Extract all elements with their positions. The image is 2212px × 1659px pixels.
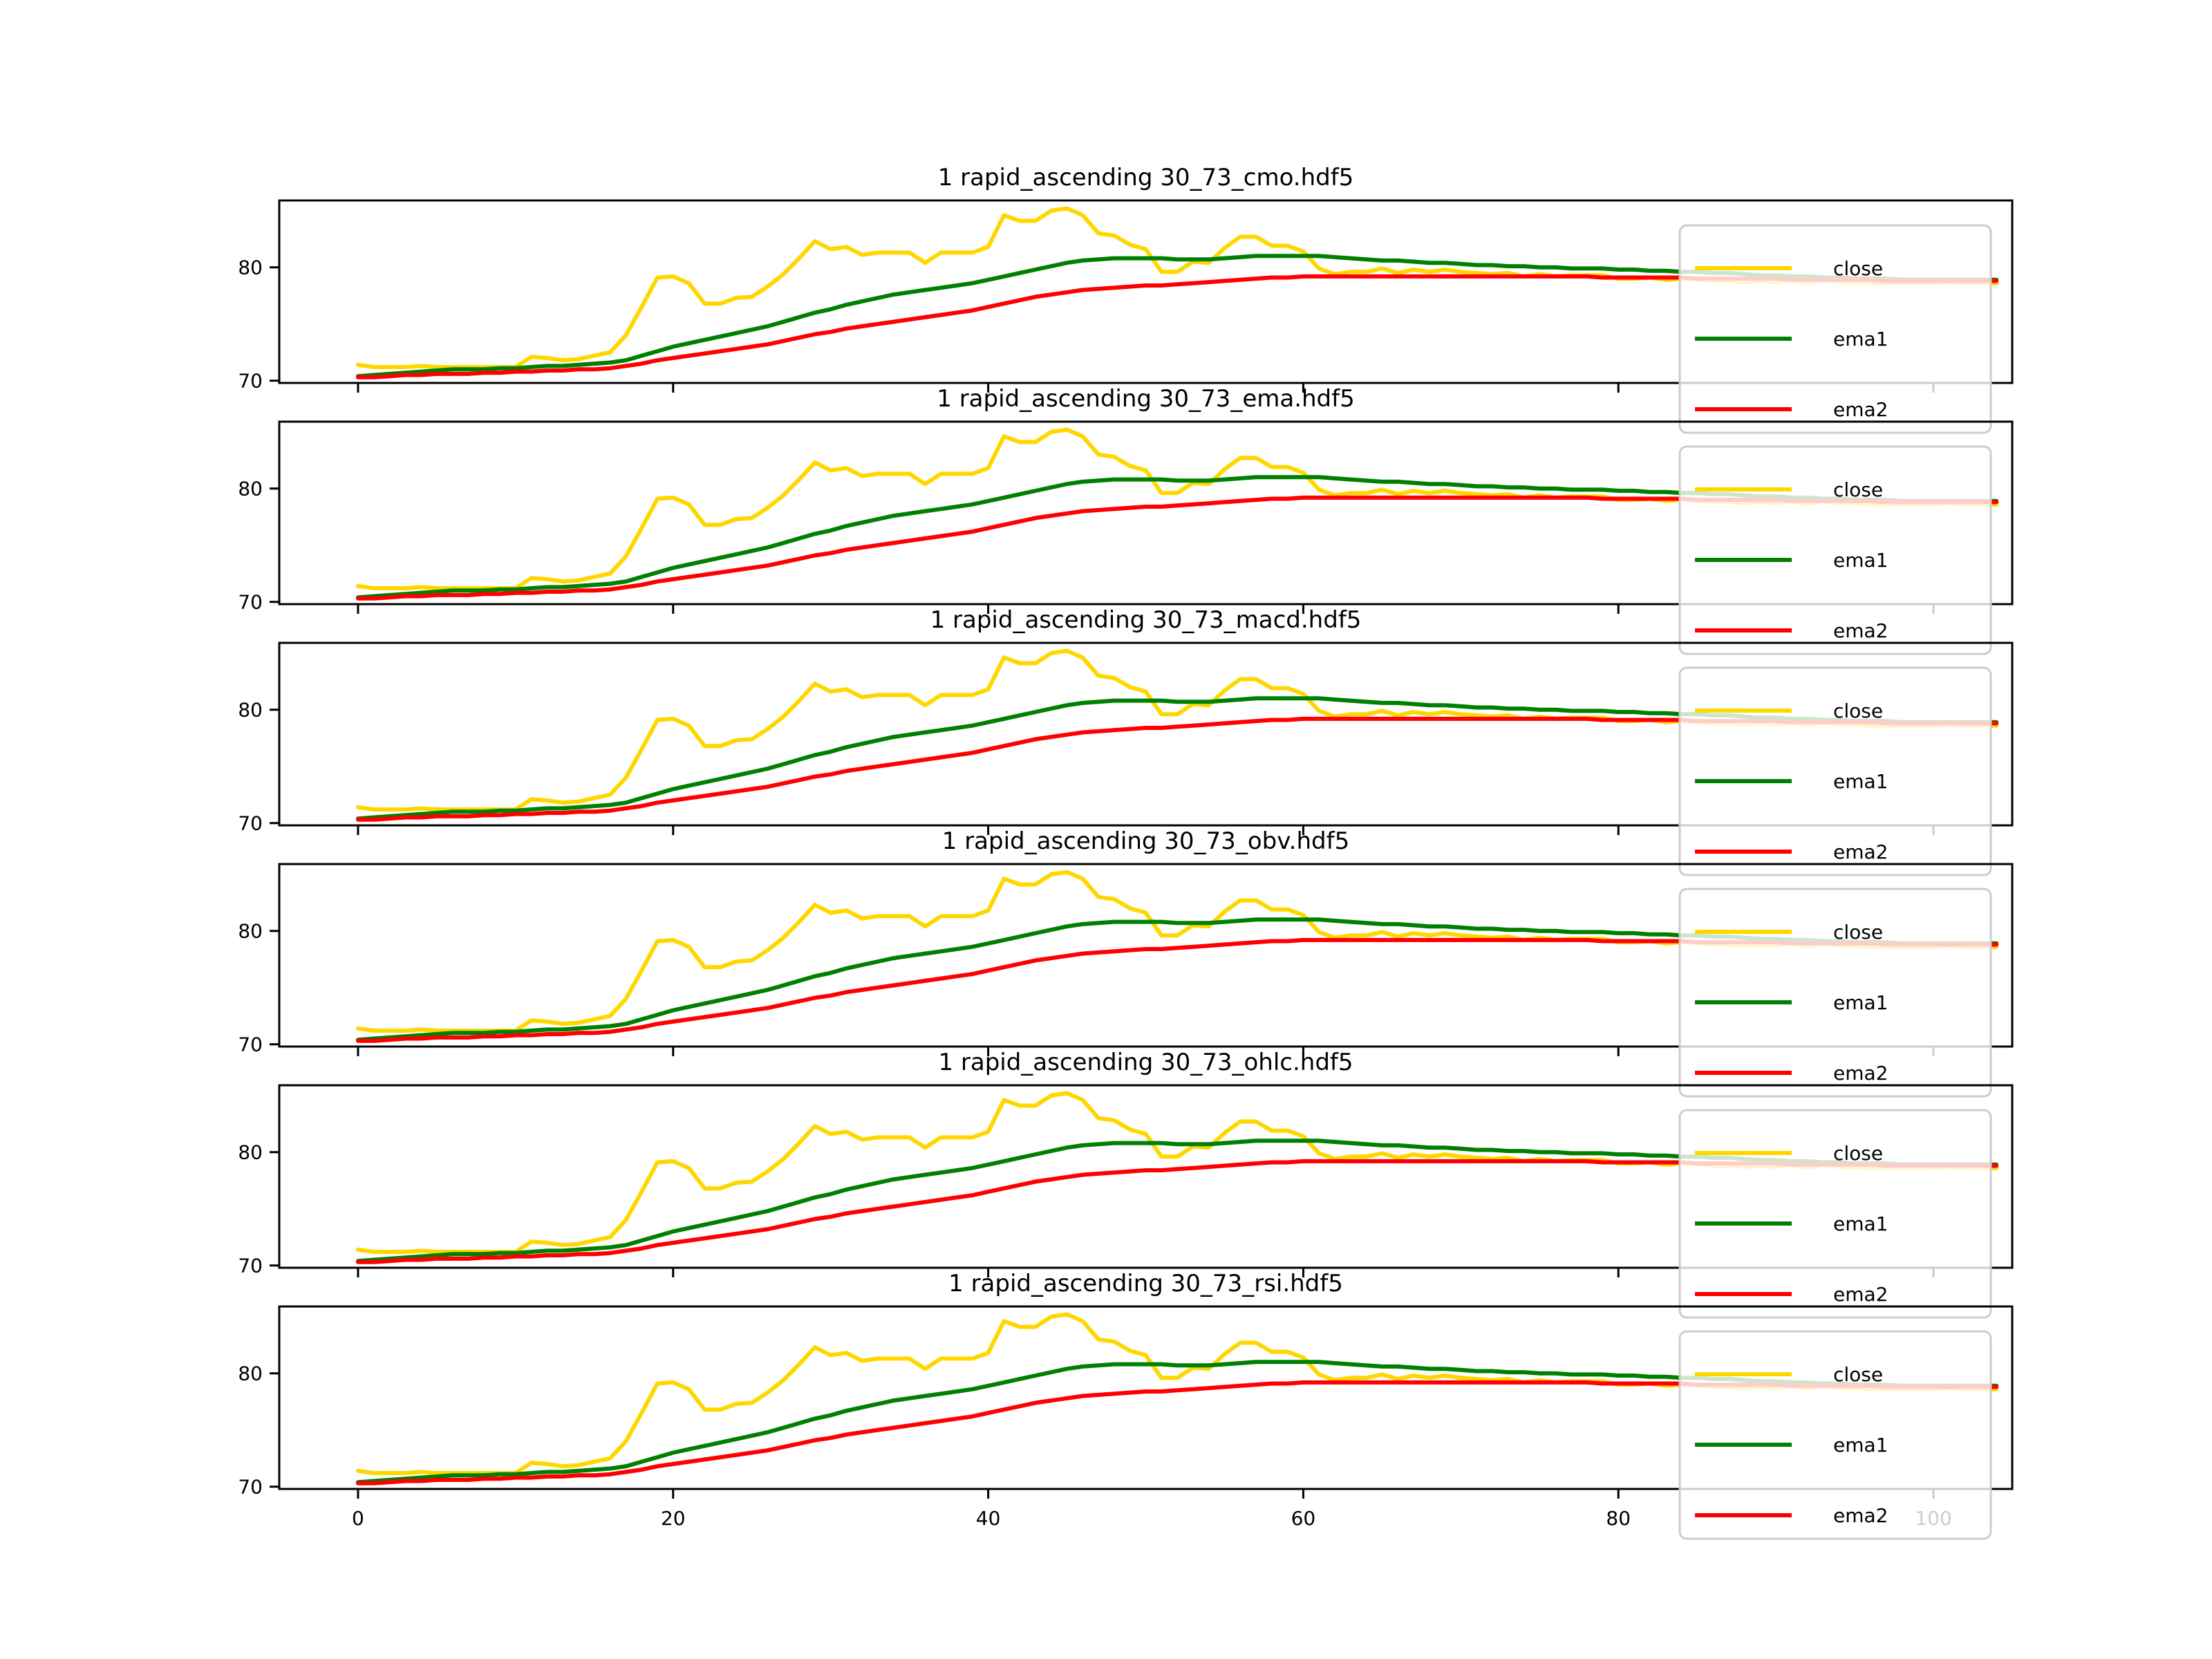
legend-box <box>1678 1330 1992 1540</box>
legend-box <box>1678 888 1992 1098</box>
subplot-6: 1 rapid_ascending 30_73_rsi.hdf5 70 80 0 20 4… <box>238 1270 2014 1540</box>
y-tick-label: 80 <box>238 1141 263 1164</box>
axes-frame <box>278 641 2014 827</box>
legend-label: ema2 <box>1833 1504 1888 1527</box>
y-tick-label: 70 <box>238 370 263 393</box>
y-tick-label: 80 <box>238 1362 263 1385</box>
legend: close ema1 ema2 <box>1678 1330 1992 1540</box>
axes-frame <box>278 199 2014 384</box>
legend-label: close <box>1833 1142 1883 1165</box>
legend: close ema1 ema2 <box>1678 445 1992 655</box>
y-tick-label: 70 <box>238 1476 263 1499</box>
legend-label: close <box>1833 1363 1883 1386</box>
legend-label: ema2 <box>1833 1062 1888 1085</box>
axes-frame <box>278 1305 2014 1490</box>
x-tick-label: 60 <box>1291 1507 1316 1530</box>
subplot-2: 1 rapid_ascending 30_73_ema.hdf5 70 80 clos… <box>238 385 2014 655</box>
subplot-title: 1 rapid_ascending 30_73_cmo.hdf5 <box>938 164 1354 191</box>
legend-label: close <box>1833 257 1883 280</box>
legend: close ema1 ema2 <box>1678 224 1992 434</box>
x-tick-label: 80 <box>1606 1507 1631 1530</box>
legend-label: ema1 <box>1833 1434 1888 1456</box>
legend-label: ema2 <box>1833 619 1888 642</box>
legend-label: close <box>1833 921 1883 944</box>
subplot-title: 1 rapid_ascending 30_73_ema.hdf5 <box>937 385 1354 413</box>
y-tick-label: 70 <box>238 1033 263 1056</box>
x-tick-label: 40 <box>976 1507 1001 1530</box>
subplot-title: 1 rapid_ascending 30_73_ohlc.hdf5 <box>938 1049 1353 1076</box>
x-tick-label: 0 <box>352 1507 364 1530</box>
legend-box <box>1678 666 1992 877</box>
axes-frame <box>278 1084 2014 1269</box>
legend-label: close <box>1833 700 1883 722</box>
axes-frame <box>278 863 2014 1048</box>
legend-box <box>1678 1109 1992 1319</box>
subplot-title: 1 rapid_ascending 30_73_obv.hdf5 <box>942 827 1349 855</box>
legend-label: ema1 <box>1833 1212 1888 1235</box>
legend-label: ema1 <box>1833 770 1888 793</box>
legend-label: close <box>1833 478 1883 501</box>
y-tick-label: 80 <box>238 920 263 943</box>
legend: close ema1 ema2 <box>1678 888 1992 1098</box>
y-tick-label: 80 <box>238 256 263 279</box>
y-tick-label: 70 <box>238 1255 263 1277</box>
legend-label: ema1 <box>1833 991 1888 1014</box>
legend-box <box>1678 445 1992 655</box>
subplot-1: 1 rapid_ascending 30_73_cmo.hdf5 70 80 clos… <box>238 164 2014 434</box>
legend-label: ema2 <box>1833 841 1888 863</box>
legend-label: ema2 <box>1833 398 1888 421</box>
legend: close ema1 ema2 <box>1678 1109 1992 1319</box>
y-tick-label: 80 <box>238 699 263 722</box>
x-tick-label: 20 <box>661 1507 686 1530</box>
legend-box <box>1678 224 1992 434</box>
subplot-4: 1 rapid_ascending 30_73_obv.hdf5 70 80 clos… <box>238 827 2014 1098</box>
legend-label: ema2 <box>1833 1283 1888 1306</box>
axes-frame <box>278 420 2014 606</box>
subplot-3: 1 rapid_ascending 30_73_macd.hdf5 70 80 clo… <box>238 606 2014 877</box>
legend-label: ema1 <box>1833 549 1888 572</box>
y-tick-label: 70 <box>238 812 263 835</box>
subplot-title: 1 rapid_ascending 30_73_macd.hdf5 <box>930 606 1362 634</box>
subplot-title: 1 rapid_ascending 30_73_rsi.hdf5 <box>948 1270 1343 1297</box>
y-tick-label: 80 <box>238 478 263 500</box>
y-tick-label: 70 <box>238 591 263 614</box>
subplot-5: 1 rapid_ascending 30_73_ohlc.hdf5 70 80 clo… <box>238 1049 2014 1319</box>
legend: close ema1 ema2 <box>1678 666 1992 877</box>
legend-label: ema1 <box>1833 328 1888 350</box>
